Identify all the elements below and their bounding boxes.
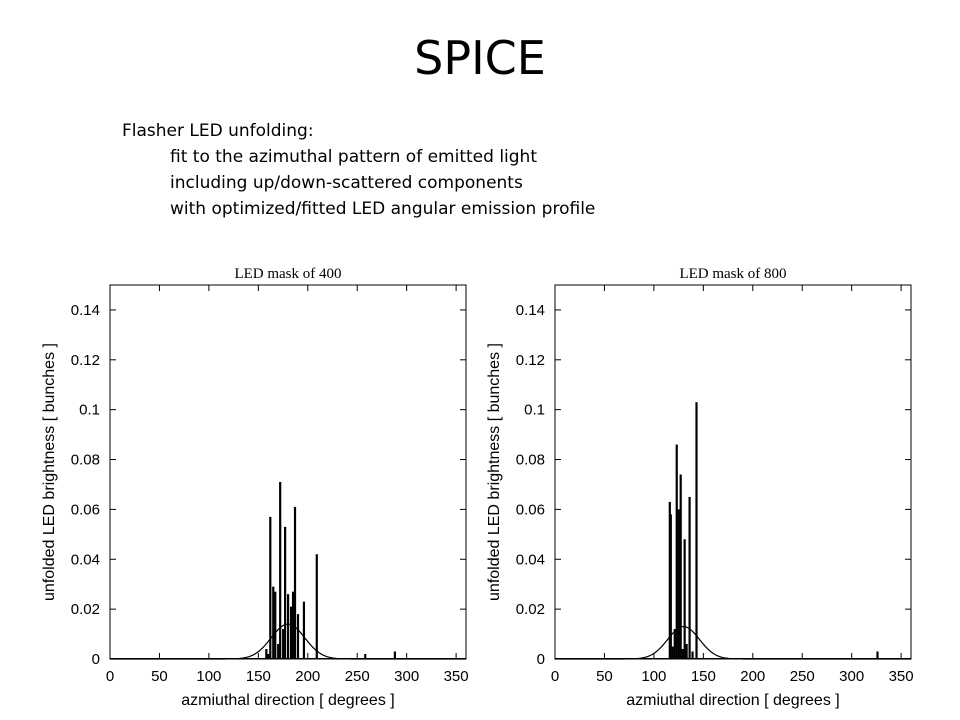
y-tick-label: 0.12 xyxy=(71,352,100,369)
x-tick-label: 350 xyxy=(889,668,914,685)
x-tick-label: 200 xyxy=(295,668,320,685)
bullet-item: including up/down-scattered components xyxy=(170,173,523,193)
bar xyxy=(688,496,691,659)
bar xyxy=(269,516,272,659)
x-tick-label: 100 xyxy=(196,668,221,685)
bar xyxy=(315,554,318,659)
bar xyxy=(695,402,698,659)
bar xyxy=(679,474,682,659)
plot-frame xyxy=(554,284,912,660)
x-tick-label: 150 xyxy=(246,668,271,685)
bullet-item: with optimized/fitted LED angular emissi… xyxy=(170,199,596,219)
bullet-lead: Flasher LED unfolding: xyxy=(122,121,314,141)
x-tick-label: 350 xyxy=(444,668,469,685)
y-tick-label: 0.04 xyxy=(71,551,100,568)
bar xyxy=(293,506,297,659)
fit-curve xyxy=(110,623,466,660)
x-tick-label: 50 xyxy=(151,668,168,685)
bar xyxy=(302,601,306,659)
y-tick-label: 0 xyxy=(537,651,545,668)
bar xyxy=(669,514,672,659)
chart-led-mask-400: LED mask of 400 0 0.02 0.04 0.06 0.08 0.1 0.12 0… xyxy=(41,266,469,709)
bar xyxy=(393,651,396,659)
bar xyxy=(691,651,694,659)
fit-curve xyxy=(555,625,911,660)
y-tick-label: 0.02 xyxy=(516,601,545,618)
x-tick-label: 0 xyxy=(106,668,114,685)
bar xyxy=(677,509,680,659)
bar xyxy=(675,444,678,659)
y-axis-label: unfolded LED brightness [ bunches ] xyxy=(41,343,58,601)
y-tick-label: 0.06 xyxy=(71,501,100,518)
slide-title: SPICE xyxy=(414,31,546,85)
x-tick-label: 250 xyxy=(345,668,370,685)
chart-title: LED mask of 800 xyxy=(679,266,786,282)
bar xyxy=(267,654,270,659)
y-tick-label: 0.08 xyxy=(71,452,100,469)
y-tick-label: 0.12 xyxy=(516,352,545,369)
bar xyxy=(683,539,686,659)
bar xyxy=(876,651,879,659)
bar xyxy=(277,644,280,659)
bar xyxy=(289,606,293,659)
x-axis-label: azmiuthal direction [ degrees ] xyxy=(626,692,839,709)
bar xyxy=(272,586,275,659)
y-axis-label: unfolded LED brightness [ bunches ] xyxy=(486,343,503,601)
bar xyxy=(685,644,688,659)
y-tick-label: 0.08 xyxy=(516,452,545,469)
x-tick-label: 300 xyxy=(394,668,419,685)
bar xyxy=(274,591,277,659)
y-tick-label: 0.1 xyxy=(79,402,100,419)
bullet-item: fit to the azimuthal pattern of emitted … xyxy=(170,147,537,167)
x-tick-label: 250 xyxy=(790,668,815,685)
x-tick-label: 300 xyxy=(839,668,864,685)
x-tick-label: 50 xyxy=(596,668,613,685)
y-tick-label: 0.02 xyxy=(71,601,100,618)
chart-title: LED mask of 400 xyxy=(234,266,341,282)
y-tick-label: 0 xyxy=(92,651,100,668)
x-tick-label: 150 xyxy=(691,668,716,685)
bar xyxy=(681,649,684,659)
bar xyxy=(284,526,287,659)
x-axis-label: azmiuthal direction [ degrees ] xyxy=(181,692,394,709)
bar xyxy=(673,629,676,659)
y-tick-label: 0.06 xyxy=(516,501,545,518)
bar xyxy=(364,654,367,659)
bar xyxy=(287,594,290,659)
chart-led-mask-800: LED mask of 800 0 0.02 0.04 0.06 0.08 0.1 0.12 0… xyxy=(486,266,914,709)
bar xyxy=(279,481,282,659)
y-tick-label: 0.1 xyxy=(524,402,545,419)
y-tick-label: 0.04 xyxy=(516,551,545,568)
bar xyxy=(296,614,300,659)
x-tick-label: 200 xyxy=(740,668,765,685)
bullet-list: Flasher LED unfolding: fit to the azimut… xyxy=(122,118,595,222)
y-tick-label: 0.14 xyxy=(71,302,100,319)
bar xyxy=(282,629,285,659)
x-tick-label: 100 xyxy=(641,668,666,685)
y-tick-label: 0.14 xyxy=(516,302,545,319)
bar xyxy=(671,646,674,659)
bar xyxy=(265,649,268,659)
x-tick-label: 0 xyxy=(551,668,559,685)
